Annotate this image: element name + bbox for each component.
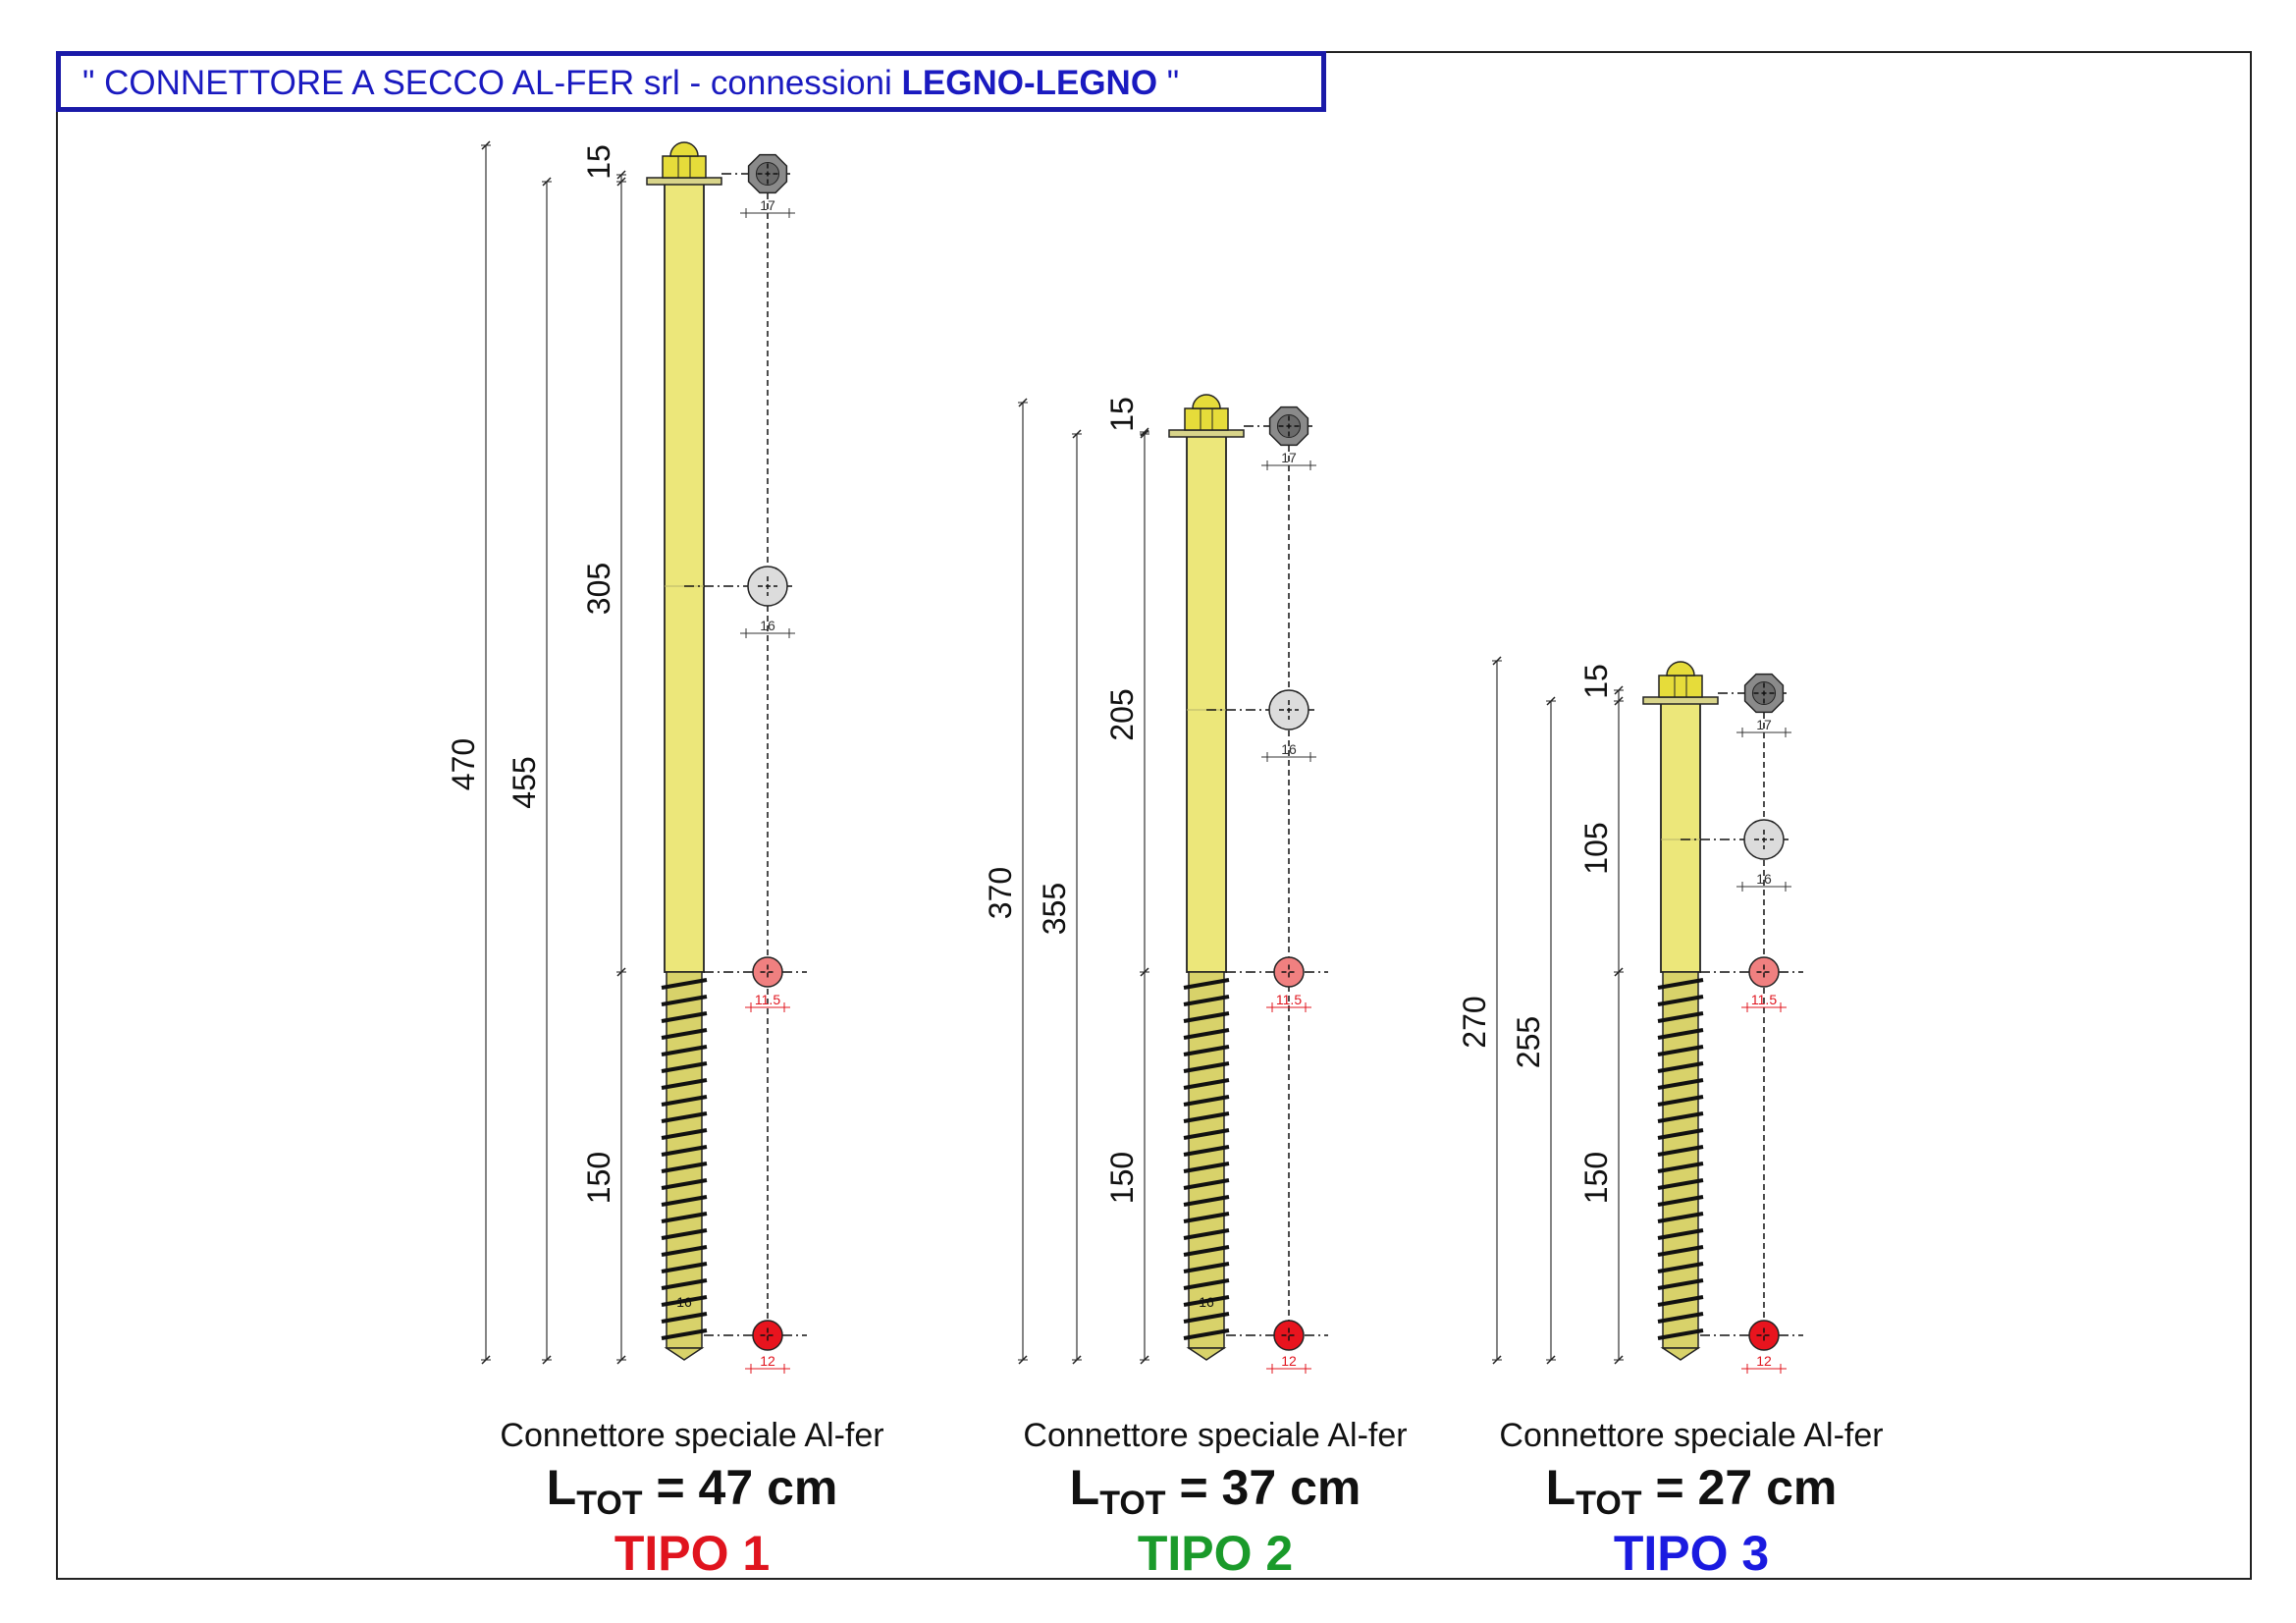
connector-shank — [664, 181, 705, 973]
dim-head-label: 15 — [581, 144, 616, 180]
tip-section-icon — [1748, 1320, 1780, 1351]
caption-text: Connettore speciale Al-fer — [500, 1417, 884, 1454]
diameter-label: 16 — [1756, 871, 1772, 887]
connector-tipo3: 270 255 15 105 150 17 16 11.5 12 — [1457, 656, 1803, 1374]
dim-shank-label: 255 — [1511, 1016, 1546, 1068]
title-bold: LEGNO-LEGNO — [901, 64, 1158, 102]
tip-section-icon — [1273, 1320, 1305, 1351]
diameter-label: 17 — [1281, 450, 1297, 465]
dim-plain-label: 205 — [1104, 688, 1140, 740]
length-label: LTOT = 37 cm — [1069, 1460, 1362, 1522]
head-dome — [1666, 661, 1695, 676]
caption-text: Connettore speciale Al-fer — [1499, 1417, 1884, 1454]
tipo-label: TIPO 1 — [614, 1526, 771, 1581]
thread-pattern — [1183, 978, 1230, 1340]
dim-total-label: 470 — [446, 738, 481, 790]
length-label: LTOT = 47 cm — [546, 1460, 838, 1522]
washer — [1642, 696, 1719, 705]
diameter-label: 17 — [760, 197, 775, 213]
thread-pattern — [661, 978, 708, 1340]
dim-plain-label: 105 — [1578, 822, 1614, 874]
tipo-label: TIPO 3 — [1613, 1526, 1770, 1581]
diameter-label: 11.5 — [1751, 992, 1777, 1007]
thread-diameter-label: 16 — [676, 1294, 692, 1310]
title-box: " CONNETTORE A SECCO AL-FER srl - connes… — [56, 51, 1326, 112]
head-dome — [669, 141, 699, 157]
thread-section-icon — [752, 956, 783, 988]
dim-head-label: 15 — [1104, 397, 1140, 432]
connector-shank — [1660, 700, 1701, 973]
title-text: " CONNETTORE A SECCO AL-FER srl - connes… — [82, 64, 1179, 103]
length-label: LTOT = 27 cm — [1545, 1460, 1838, 1522]
tip-section-icon — [752, 1320, 783, 1351]
diameter-label: 11.5 — [755, 992, 780, 1007]
diameter-label: 16 — [1281, 741, 1297, 757]
thread-pattern — [1657, 978, 1704, 1340]
thread-section-icon — [1273, 956, 1305, 988]
threaded-shank — [1188, 971, 1225, 1349]
dim-thread-label: 150 — [581, 1152, 616, 1204]
title-suffix: " — [1157, 64, 1180, 102]
caption-tipo2: Connettore speciale Al-fer LTOT = 37 cm … — [940, 1417, 1490, 1582]
screw-tip — [664, 1347, 705, 1361]
dim-shank-label: 455 — [507, 756, 542, 808]
connector-tipo1: 470 455 15 305 150 16 17 16 11.5 12 — [446, 140, 807, 1374]
hex-head — [1184, 407, 1229, 431]
connector-tipo2: 370 355 15 205 150 16 17 16 11.5 12 — [983, 394, 1328, 1374]
dim-thread-label: 150 — [1104, 1152, 1140, 1204]
diameter-label: 17 — [1756, 717, 1772, 732]
head-dome — [1192, 394, 1221, 409]
washer — [1168, 429, 1245, 438]
washer — [646, 177, 722, 186]
diameter-label: 12 — [1281, 1353, 1297, 1369]
thread-section-icon — [1748, 956, 1780, 988]
hex-head — [1658, 675, 1703, 698]
screw-tip — [1186, 1347, 1227, 1361]
caption-tipo3: Connettore speciale Al-fer LTOT = 27 cm … — [1416, 1417, 1966, 1582]
hex-head — [662, 155, 707, 179]
diameter-label: 16 — [760, 618, 775, 633]
caption-tipo1: Connettore speciale Al-fer LTOT = 47 cm … — [417, 1417, 967, 1582]
diameter-label: 11.5 — [1276, 992, 1302, 1007]
tipo-label: TIPO 2 — [1137, 1526, 1294, 1581]
connector-shank — [1186, 433, 1227, 973]
dim-plain-label: 305 — [581, 563, 616, 615]
thread-diameter-label: 16 — [1199, 1294, 1214, 1310]
threaded-shank — [1662, 971, 1699, 1349]
dim-total-label: 270 — [1457, 996, 1492, 1048]
dim-shank-label: 355 — [1037, 883, 1072, 935]
title-prefix: " CONNETTORE A SECCO AL-FER srl - connes… — [82, 64, 902, 102]
threaded-shank — [666, 971, 703, 1349]
screw-tip — [1660, 1347, 1701, 1361]
dim-total-label: 370 — [983, 867, 1018, 919]
dim-thread-label: 150 — [1578, 1152, 1614, 1204]
dim-head-label: 15 — [1578, 664, 1614, 699]
caption-text: Connettore speciale Al-fer — [1023, 1417, 1408, 1454]
diameter-label: 12 — [1756, 1353, 1772, 1369]
diameter-label: 12 — [760, 1353, 775, 1369]
